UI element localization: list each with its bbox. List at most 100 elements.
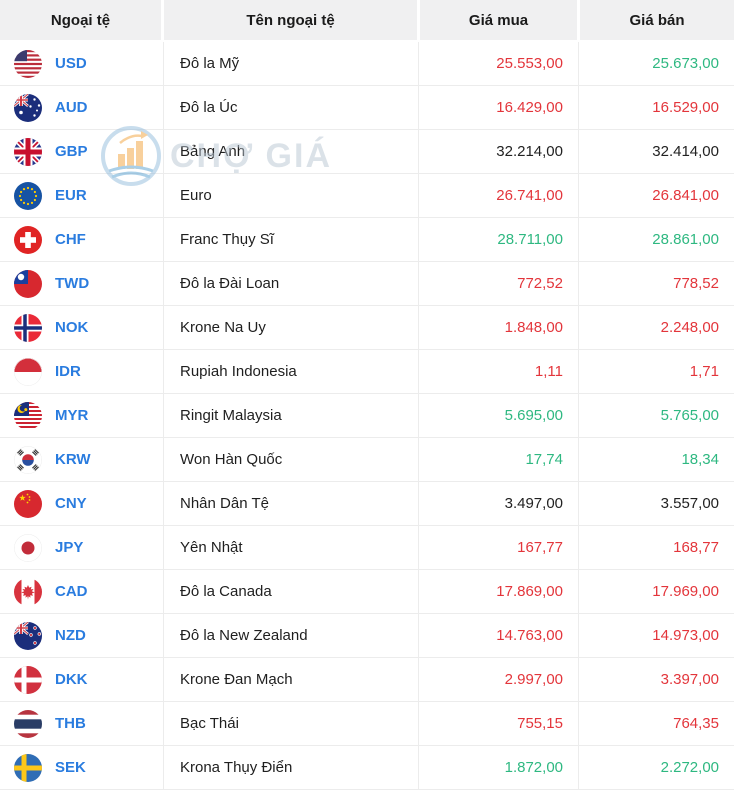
currency-cell: THB <box>0 702 163 745</box>
currency-name: Franc Thụy Sĩ <box>163 218 418 261</box>
sell-price: 17.969,00 <box>578 570 734 613</box>
flag-no-icon <box>14 313 42 342</box>
flag-eu-icon <box>14 181 42 210</box>
currency-cell: NOK <box>0 306 163 349</box>
flag-se-icon <box>14 753 42 782</box>
currency-code-link[interactable]: EUR <box>55 187 87 204</box>
buy-price: 5.695,00 <box>418 394 578 437</box>
currency-cell: NZD <box>0 614 163 657</box>
flag-us-icon <box>14 49 42 78</box>
table-row: AUD Đô la Úc 16.429,00 16.529,00 <box>0 86 734 130</box>
buy-price: 32.214,00 <box>418 130 578 173</box>
sell-price: 26.841,00 <box>578 174 734 217</box>
currency-name: Krone Đan Mạch <box>163 658 418 701</box>
table-row: CNY Nhân Dân Tệ 3.497,00 3.557,00 <box>0 482 734 526</box>
currency-name: Bảng Anh <box>163 130 418 173</box>
table-header: Ngoại tệ Tên ngoại tệ Giá mua Giá bán <box>0 0 734 40</box>
currency-name: Ringit Malaysia <box>163 394 418 437</box>
sell-price: 764,35 <box>578 702 734 745</box>
currency-code-link[interactable]: MYR <box>55 407 89 424</box>
currency-name: Euro <box>163 174 418 217</box>
currency-code-link[interactable]: NOK <box>55 319 89 336</box>
currency-code-link[interactable]: THB <box>55 715 86 732</box>
sell-price: 2.272,00 <box>578 746 734 789</box>
buy-price: 1.872,00 <box>418 746 578 789</box>
currency-cell: CNY <box>0 482 163 525</box>
currency-name: Đô la Úc <box>163 86 418 129</box>
flag-dk-icon <box>14 665 42 694</box>
currency-cell: GBP <box>0 130 163 173</box>
sell-price: 168,77 <box>578 526 734 569</box>
currency-cell: CHF <box>0 218 163 261</box>
table-row: NZD Đô la New Zealand 14.763,00 14.973,00 <box>0 614 734 658</box>
table-row: MYR Ringit Malaysia 5.695,00 5.765,00 <box>0 394 734 438</box>
currency-name: Krona Thụy Điển <box>163 746 418 789</box>
buy-price: 17.869,00 <box>418 570 578 613</box>
header-buy-price: Giá mua <box>420 0 577 40</box>
currency-code-link[interactable]: USD <box>55 55 87 72</box>
currency-cell: CAD <box>0 570 163 613</box>
sell-price: 14.973,00 <box>578 614 734 657</box>
currency-code-link[interactable]: GBP <box>55 143 88 160</box>
currency-cell: MYR <box>0 394 163 437</box>
header-currency: Ngoại tệ <box>0 0 161 40</box>
currency-code-link[interactable]: AUD <box>55 99 88 116</box>
table-row: NOK Krone Na Uy 1.848,00 2.248,00 <box>0 306 734 350</box>
sell-price: 1,71 <box>578 350 734 393</box>
buy-price: 1,11 <box>418 350 578 393</box>
flag-nz-icon <box>14 621 42 650</box>
currency-name: Krone Na Uy <box>163 306 418 349</box>
table-row: CHF Franc Thụy Sĩ 28.711,00 28.861,00 <box>0 218 734 262</box>
sell-price: 16.529,00 <box>578 86 734 129</box>
currency-code-link[interactable]: NZD <box>55 627 86 644</box>
currency-code-link[interactable]: JPY <box>55 539 84 556</box>
currency-cell: IDR <box>0 350 163 393</box>
currency-code-link[interactable]: DKK <box>55 671 88 688</box>
buy-price: 167,77 <box>418 526 578 569</box>
header-currency-name: Tên ngoại tệ <box>164 0 417 40</box>
table-row: JPY Yên Nhật 167,77 168,77 <box>0 526 734 570</box>
currency-code-link[interactable]: TWD <box>55 275 90 292</box>
buy-price: 26.741,00 <box>418 174 578 217</box>
currency-cell: KRW <box>0 438 163 481</box>
currency-name: Đô la Canada <box>163 570 418 613</box>
currency-name: Yên Nhật <box>163 526 418 569</box>
currency-cell: SEK <box>0 746 163 789</box>
currency-code-link[interactable]: IDR <box>55 363 81 380</box>
flag-my-icon <box>14 401 42 430</box>
currency-name: Đô la Mỹ <box>163 42 418 85</box>
table-row: USD Đô la Mỹ 25.553,00 25.673,00 <box>0 42 734 86</box>
flag-id-icon <box>14 357 42 386</box>
currency-cell: EUR <box>0 174 163 217</box>
currency-name: Đô la Đài Loan <box>163 262 418 305</box>
sell-price: 28.861,00 <box>578 218 734 261</box>
buy-price: 2.997,00 <box>418 658 578 701</box>
currency-code-link[interactable]: CAD <box>55 583 88 600</box>
table-row: EUR Euro 26.741,00 26.841,00 <box>0 174 734 218</box>
currency-code-link[interactable]: SEK <box>55 759 86 776</box>
currency-cell: JPY <box>0 526 163 569</box>
currency-cell: DKK <box>0 658 163 701</box>
flag-gb-icon <box>14 137 42 166</box>
buy-price: 17,74 <box>418 438 578 481</box>
flag-cn-icon <box>14 489 42 518</box>
buy-price: 772,52 <box>418 262 578 305</box>
buy-price: 14.763,00 <box>418 614 578 657</box>
flag-au-icon <box>14 93 42 122</box>
table-body: USD Đô la Mỹ 25.553,00 25.673,00 AUD Đô la Ú… <box>0 42 734 790</box>
buy-price: 3.497,00 <box>418 482 578 525</box>
sell-price: 5.765,00 <box>578 394 734 437</box>
buy-price: 1.848,00 <box>418 306 578 349</box>
flag-ca-icon <box>14 577 42 606</box>
sell-price: 18,34 <box>578 438 734 481</box>
buy-price: 16.429,00 <box>418 86 578 129</box>
currency-code-link[interactable]: CNY <box>55 495 87 512</box>
currency-code-link[interactable]: KRW <box>55 451 91 468</box>
currency-name: Bạc Thái <box>163 702 418 745</box>
currency-cell: USD <box>0 42 163 85</box>
currency-code-link[interactable]: CHF <box>55 231 86 248</box>
sell-price: 32.414,00 <box>578 130 734 173</box>
table-row: TWD Đô la Đài Loan 772,52 778,52 <box>0 262 734 306</box>
buy-price: 25.553,00 <box>418 42 578 85</box>
